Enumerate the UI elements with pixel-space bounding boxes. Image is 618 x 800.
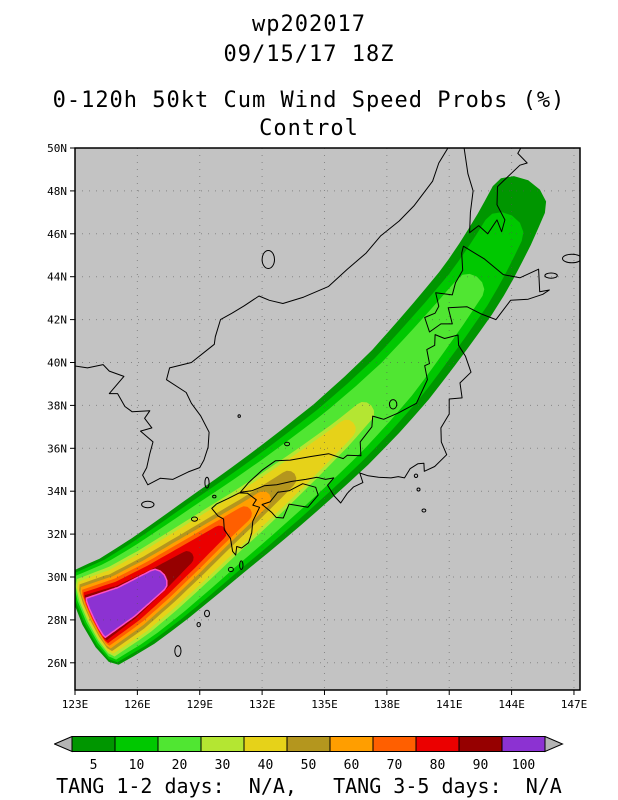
island-oki: [284, 441, 291, 447]
island-hachijojima: [421, 508, 427, 513]
colorbar-cell-5: [71, 736, 116, 752]
island-sado: [388, 399, 398, 410]
lat-tick-label: 46N: [47, 228, 67, 241]
lat-tick-label: 36N: [47, 442, 67, 455]
island-izu-oshima: [413, 473, 419, 478]
colorbar-cell-100: [501, 736, 546, 752]
init-datetime-title: 09/15/17 18Z: [223, 42, 395, 67]
lat-tick-label: 34N: [47, 485, 67, 498]
island-jeju: [141, 500, 155, 509]
colorbar-value-label: 10: [129, 758, 145, 773]
probability-swath: [75, 176, 547, 665]
lon-tick-label: 132E: [249, 698, 275, 711]
island-ulleungdo: [237, 414, 241, 418]
colorbar-cell-80: [415, 736, 460, 752]
colorbar-cell-90: [458, 736, 503, 752]
island-tsushima: [204, 476, 210, 489]
lon-tick-label: 138E: [374, 698, 401, 711]
lon-tick-label: 135E: [311, 698, 338, 711]
island-miyakejima: [416, 487, 421, 492]
lon-tick-label: 144E: [498, 698, 524, 711]
colorbar-value-label: 100: [512, 758, 535, 773]
coastline-russia-primorye: [231, 148, 449, 314]
colorbar-value-label: 70: [387, 758, 403, 773]
colorbar: 5 10 20 30 40 50 60 70 80 90 100: [54, 736, 564, 773]
lat-tick-label: 32N: [47, 528, 67, 541]
lat-tick-label: 42N: [47, 314, 67, 327]
lat-tick-label: 38N: [47, 399, 67, 412]
colorbar-cell-10: [114, 736, 159, 752]
lake-lake-khanka: [261, 250, 276, 269]
lon-tick-label: 129E: [186, 698, 213, 711]
island-kunashir: [544, 272, 558, 279]
island-tanegashima: [239, 560, 244, 571]
colorbar-value-label: 90: [473, 758, 489, 773]
island-amami-oshima: [204, 609, 210, 618]
lat-tick-label: 30N: [47, 571, 67, 584]
ensemble-member-label: Control: [259, 116, 359, 141]
product-title: 0-120h 50kt Cum Wind Speed Probs (%): [52, 88, 566, 113]
island-okinawa: [174, 645, 182, 657]
coastline-sakhalin: [463, 148, 528, 235]
colorbar-cell-60: [329, 736, 374, 752]
coastlines: [75, 148, 580, 657]
lon-tick-label: 126E: [124, 698, 151, 711]
colorbar-cell-20: [157, 736, 202, 752]
lat-tick-label: 48N: [47, 185, 67, 198]
island-iki: [212, 494, 217, 499]
coastline-kyushu: [211, 492, 261, 556]
colorbar-cell-40: [243, 736, 288, 752]
lat-tick-label: 40N: [47, 357, 67, 370]
tang-footer: TANG 1-2 days: N/A, TANG 3-5 days: N/A: [56, 774, 562, 798]
lat-tick-label: 26N: [47, 657, 67, 670]
lat-tick-label: 44N: [47, 271, 67, 284]
axes: 50N 48N 46N 44N 42N 40N 38N 36N 34N 32N 30N 28N 26N 1…: [47, 142, 587, 711]
coastline-korea-china: [75, 312, 233, 486]
colorbar-value-label: 5: [90, 758, 98, 773]
colorbar-right-arrow: [544, 736, 564, 753]
storm-id-title: wp202017: [252, 12, 366, 37]
grid-lines: [75, 148, 580, 690]
prob-band-100: [85, 568, 168, 639]
lon-tick-label: 123E: [62, 698, 89, 711]
colorbar-cell-50: [286, 736, 331, 752]
coastline-shikoku: [261, 483, 319, 519]
island-iturup: [562, 253, 580, 264]
colorbar-value-label: 50: [301, 758, 317, 773]
colorbar-cell-70: [372, 736, 417, 752]
colorbar-left-arrow: [54, 736, 73, 753]
colorbar-value-label: 40: [258, 758, 274, 773]
island-goto: [190, 516, 199, 522]
lon-tick-label: 147E: [561, 698, 588, 711]
lon-tick-label: 141E: [436, 698, 463, 711]
island-yakushima: [227, 566, 234, 573]
coastline-honshu: [239, 334, 472, 504]
lat-tick-label: 28N: [47, 614, 67, 627]
probability-map: 50N 48N 46N 44N 42N 40N 38N 36N 34N 32N 30N 28N 26N 1…: [47, 142, 587, 711]
colorbar-cell-30: [200, 736, 245, 752]
colorbar-value-label: 30: [215, 758, 231, 773]
island-tokunoshima: [196, 622, 201, 628]
lat-tick-label: 50N: [47, 142, 67, 155]
colorbar-value-label: 20: [172, 758, 188, 773]
colorbar-value-label: 80: [430, 758, 446, 773]
colorbar-value-label: 60: [344, 758, 360, 773]
map-frame: [74, 147, 581, 691]
coastline-hokkaido: [424, 245, 550, 333]
